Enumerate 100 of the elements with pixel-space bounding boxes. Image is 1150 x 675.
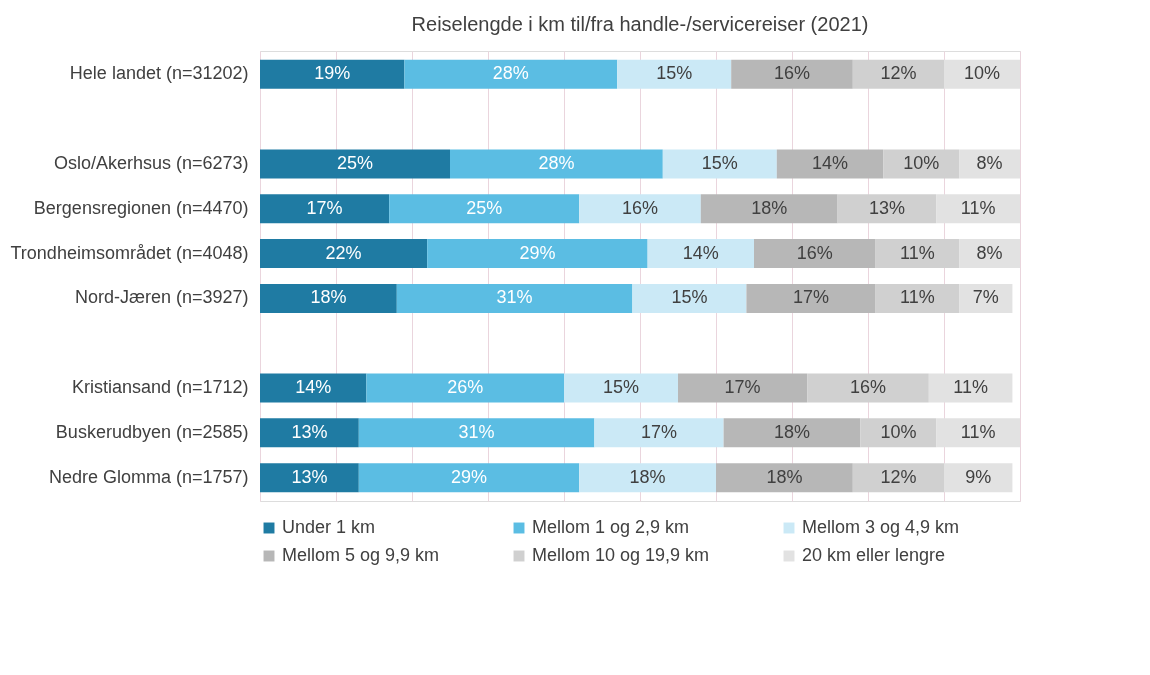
bar xyxy=(647,239,754,269)
bar xyxy=(875,239,960,269)
bar xyxy=(776,149,884,179)
data-label: 18% xyxy=(773,421,811,442)
data-label: 12% xyxy=(880,466,917,487)
bar xyxy=(579,463,716,493)
bar xyxy=(807,373,929,403)
chart-title: Reiselengde i km til/fra handle-/servicereiser (2021) xyxy=(411,13,869,35)
data-label: 10% xyxy=(903,152,940,173)
data-label: 10% xyxy=(880,421,917,442)
bar xyxy=(754,239,876,269)
data-label: 14% xyxy=(295,377,332,398)
bar xyxy=(260,463,359,493)
bar xyxy=(358,463,580,493)
data-label: 17% xyxy=(724,377,761,398)
bar xyxy=(837,194,937,224)
data-label: 29% xyxy=(519,242,556,263)
data-label: 22% xyxy=(325,242,362,263)
data-label: 16% xyxy=(849,377,887,398)
bar xyxy=(260,149,450,179)
bar xyxy=(875,283,960,313)
bar xyxy=(260,59,405,89)
data-label: 18% xyxy=(310,287,347,308)
bar xyxy=(936,194,1020,224)
data-label: 9% xyxy=(965,466,992,487)
data-label: 29% xyxy=(450,466,488,487)
data-label: 12% xyxy=(880,63,917,84)
data-label: 25% xyxy=(466,197,503,218)
y-tick-label: Nord-Jæren (n=3927) xyxy=(74,287,249,308)
bar xyxy=(936,418,1020,448)
data-label: 15% xyxy=(656,63,693,84)
data-label: 17% xyxy=(640,421,678,442)
bar xyxy=(678,373,808,403)
data-label: 18% xyxy=(751,197,788,218)
data-label: 11% xyxy=(900,242,935,263)
bar xyxy=(716,463,853,493)
data-label: 26% xyxy=(447,377,484,398)
data-label: 15% xyxy=(671,287,708,308)
legend-label: Under 1 km xyxy=(282,517,376,537)
bar xyxy=(564,373,678,403)
bar xyxy=(260,418,359,448)
bar xyxy=(579,194,701,224)
data-label: 19% xyxy=(314,63,351,84)
y-tick-label: Buskerudbyen (n=2585) xyxy=(55,421,249,442)
bar xyxy=(617,59,732,89)
data-label: 7% xyxy=(972,287,999,308)
bar xyxy=(594,418,724,448)
data-label: 31% xyxy=(496,287,533,308)
bar xyxy=(852,59,944,89)
data-label: 11% xyxy=(960,197,996,218)
bar xyxy=(723,418,861,448)
bar xyxy=(427,239,648,269)
bar xyxy=(260,373,367,403)
data-label: 17% xyxy=(792,287,830,308)
y-tick-label: Oslo/Akerhsus (n=6273) xyxy=(53,152,249,173)
bar xyxy=(860,418,937,448)
data-label: 13% xyxy=(291,421,328,442)
bar xyxy=(731,59,853,89)
bar xyxy=(450,149,663,179)
bar xyxy=(358,418,595,448)
data-label: 10% xyxy=(963,63,1001,84)
data-label: 8% xyxy=(976,152,1003,173)
legend-label: Mellom 3 og 4,9 km xyxy=(802,517,960,537)
data-label: 14% xyxy=(811,152,849,173)
data-label: 13% xyxy=(291,466,328,487)
legend-label: Mellom 1 og 2,9 km xyxy=(532,517,690,537)
data-label: 11% xyxy=(900,287,935,308)
bar xyxy=(700,194,838,224)
legend-label: 20 km eller lengre xyxy=(802,545,946,565)
y-tick-label: Hele landet (n=31202) xyxy=(69,63,249,84)
data-label: 11% xyxy=(953,377,988,398)
bar xyxy=(662,149,777,179)
bar xyxy=(746,283,876,313)
y-tick-label: Nedre Glomma (n=1757) xyxy=(48,466,249,487)
bar xyxy=(404,59,618,89)
bar xyxy=(366,373,564,403)
data-label: 8% xyxy=(976,242,1003,263)
bar xyxy=(396,283,633,313)
data-label: 28% xyxy=(538,152,575,173)
data-label: 31% xyxy=(458,421,495,442)
data-label: 16% xyxy=(773,63,811,84)
data-label: 14% xyxy=(682,242,719,263)
y-tick-label: Kristiansand (n=1712) xyxy=(71,377,249,398)
bar xyxy=(260,239,428,269)
data-label: 15% xyxy=(701,152,738,173)
data-label: 13% xyxy=(868,197,906,218)
data-label: 25% xyxy=(336,152,374,173)
bar xyxy=(260,283,397,313)
legend-label: Mellom 5 og 9,9 km xyxy=(282,545,440,565)
bar xyxy=(852,463,944,493)
y-tick-label: Bergensregionen (n=4470) xyxy=(33,197,249,218)
legend-label: Mellom 10 og 19,9 km xyxy=(532,545,710,565)
data-label: 16% xyxy=(796,242,833,263)
data-label: 15% xyxy=(602,377,640,398)
bar xyxy=(260,194,390,224)
bar xyxy=(632,283,747,313)
data-label: 17% xyxy=(306,197,343,218)
data-label: 18% xyxy=(766,466,803,487)
bar xyxy=(389,194,580,224)
y-tick-label: Trondheimsområdet (n=4048) xyxy=(10,242,249,263)
